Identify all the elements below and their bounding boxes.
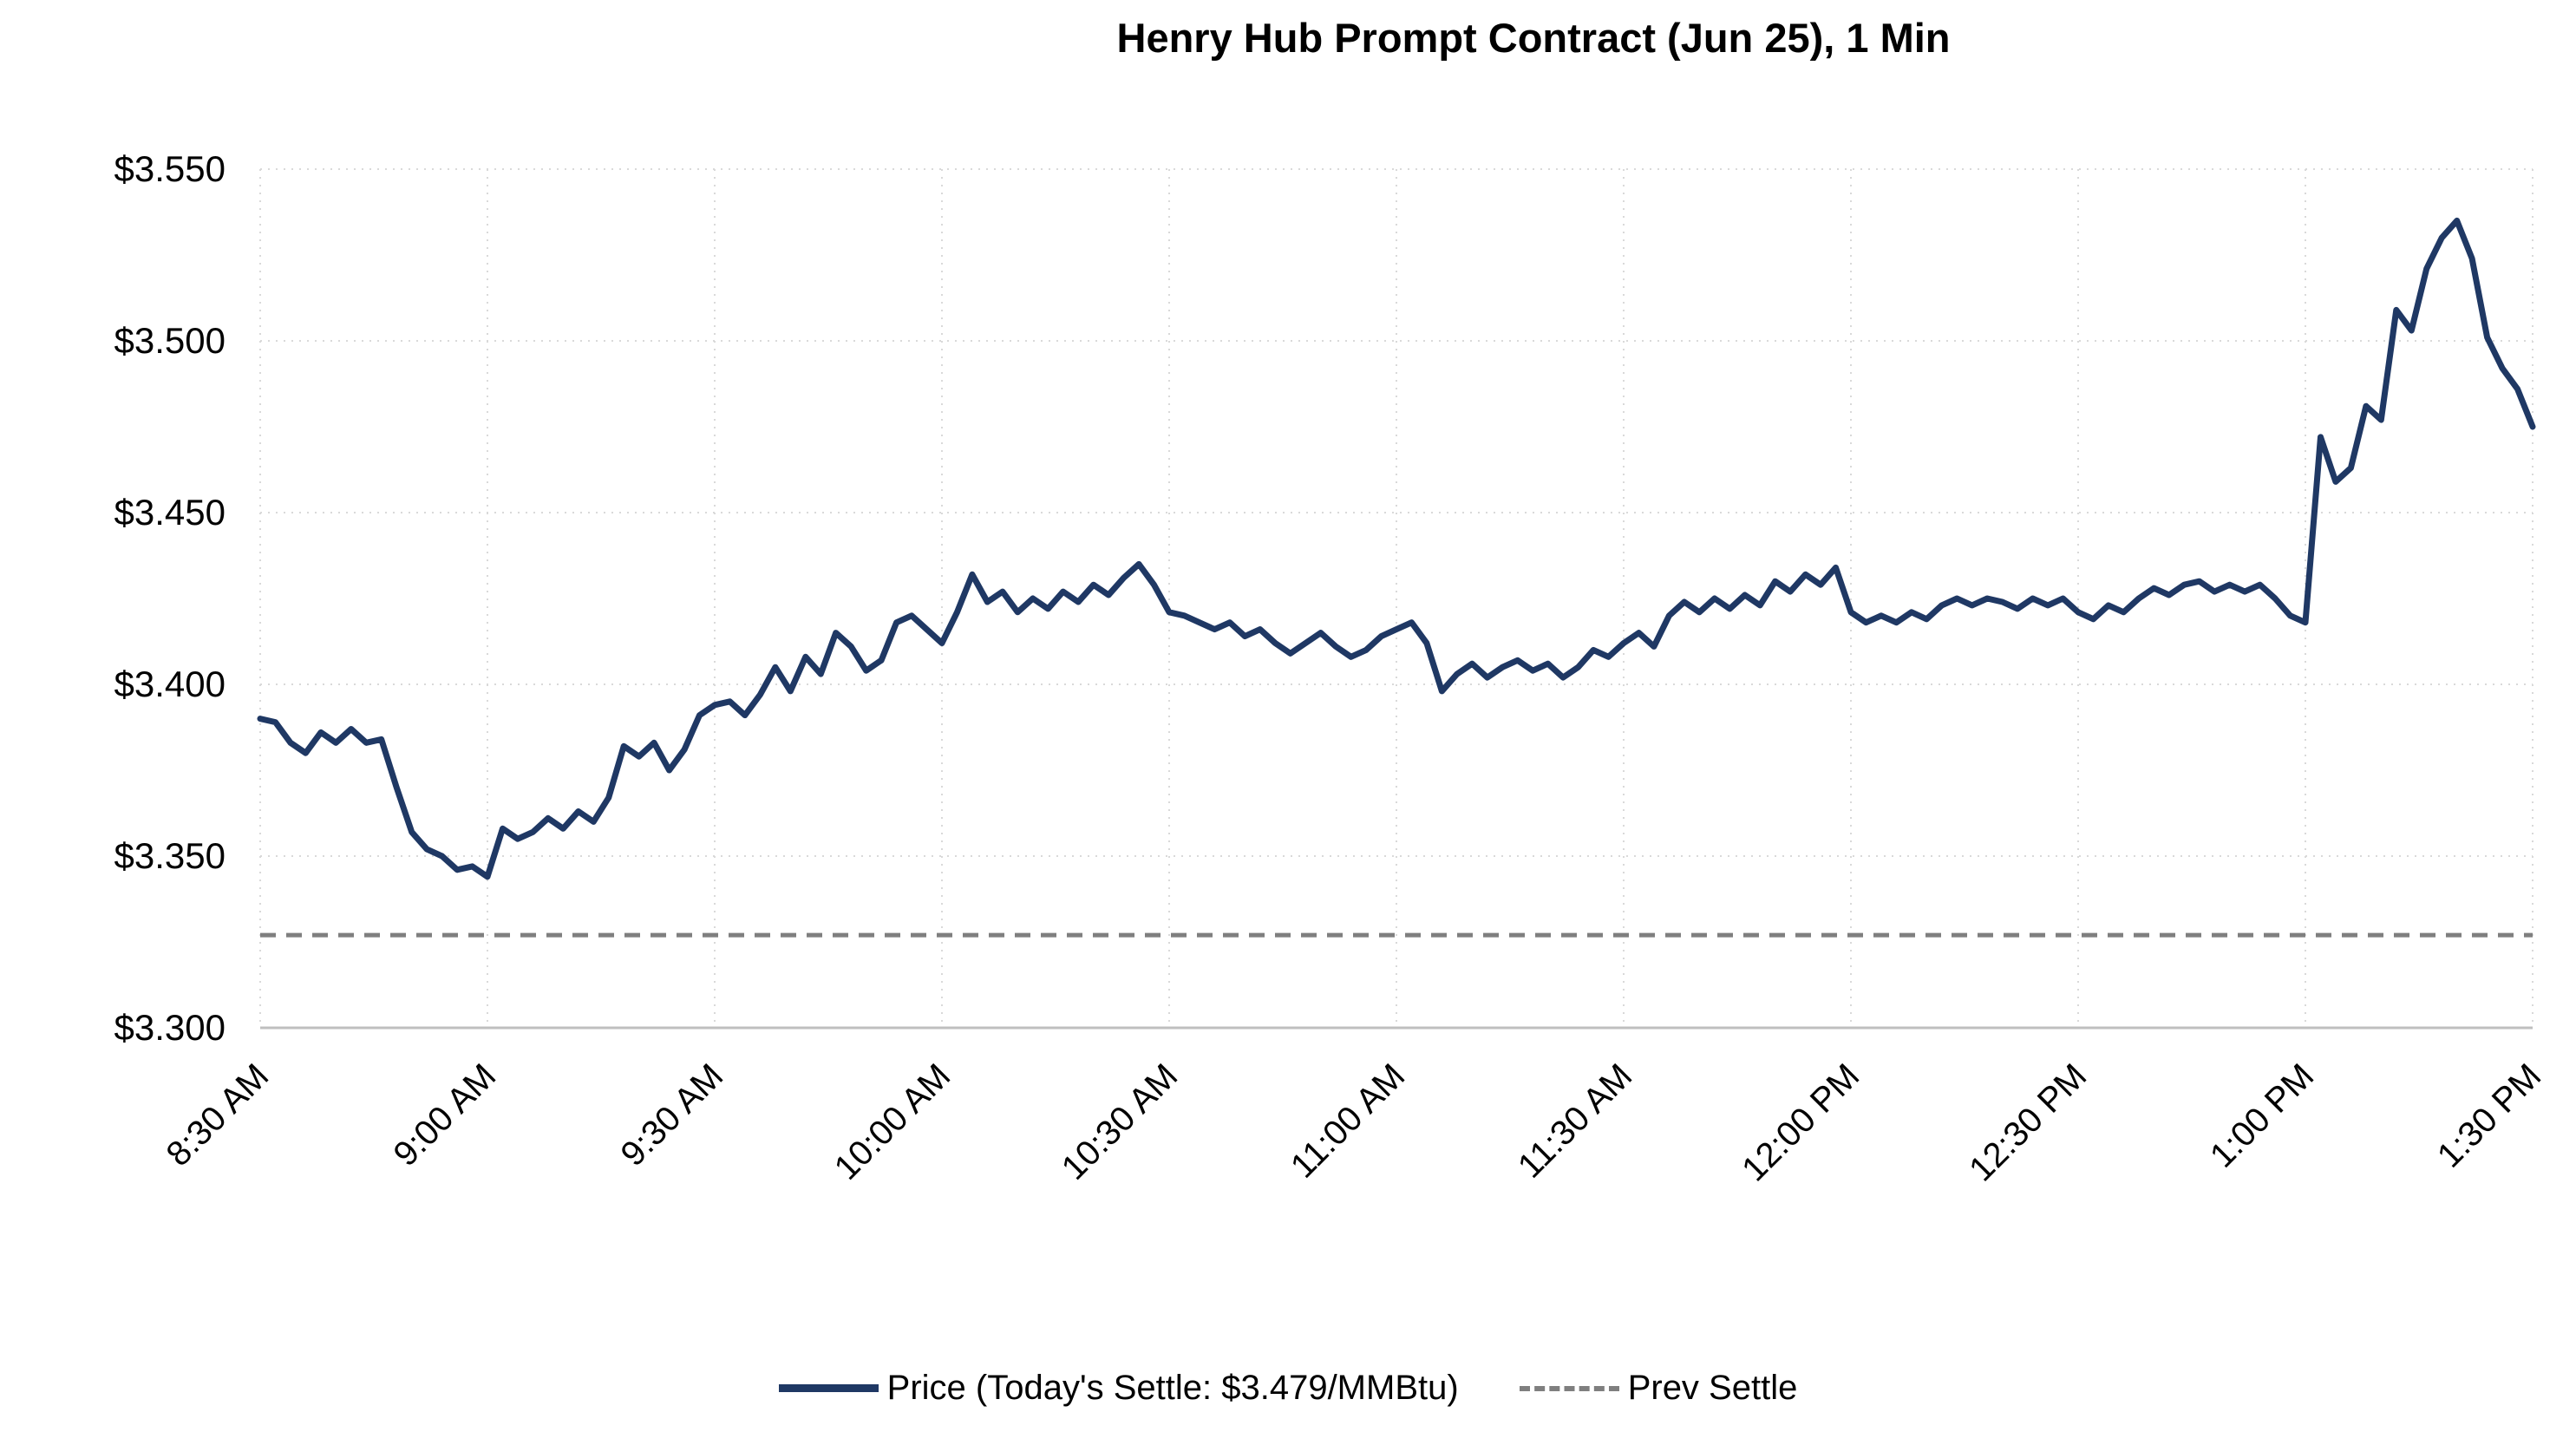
chart-legend: Price (Today's Settle: $3.479/MMBtu) Pre… bbox=[0, 1369, 2576, 1408]
x-axis-tick-label: 8:30 AM bbox=[159, 1056, 276, 1174]
price-line bbox=[257, 217, 2536, 880]
chart-title: Henry Hub Prompt Contract (Jun 25), 1 Mi… bbox=[1116, 15, 1951, 61]
x-axis-tick-label: 10:30 AM bbox=[1055, 1056, 1186, 1187]
legend-price-label: Price (Today's Settle: $3.479/MMBtu) bbox=[886, 1369, 1459, 1407]
x-axis-tick-label: 12:00 PM bbox=[1735, 1056, 1867, 1188]
x-axis-tick-label: 11:30 AM bbox=[1511, 1056, 1640, 1186]
y-axis-tick-label: $3.350 bbox=[114, 835, 226, 876]
x-axis-tick-label: 11:00 AM bbox=[1284, 1056, 1413, 1186]
prev-settle-line-sample-icon bbox=[1519, 1385, 1619, 1391]
x-axis-tick-label: 9:30 AM bbox=[613, 1056, 730, 1174]
y-axis-tick-label: $3.400 bbox=[114, 664, 226, 704]
price-line-sample-icon bbox=[778, 1384, 879, 1392]
x-axis-tick-label: 1:30 PM bbox=[2430, 1056, 2548, 1174]
x-axis-tick-label: 9:00 AM bbox=[386, 1056, 503, 1174]
legend-item-prev-settle: Prev Settle bbox=[1519, 1369, 1798, 1408]
x-axis-tick-label: 10:00 AM bbox=[827, 1056, 958, 1187]
y-axis-tick-label: $3.500 bbox=[114, 320, 226, 361]
legend-item-price: Price (Today's Settle: $3.479/MMBtu) bbox=[778, 1369, 1459, 1408]
y-axis-tick-label: $3.550 bbox=[114, 148, 226, 189]
price-line-chart: $3.300 $3.350 $3.400 $3.450 $3.500 $3.550 8:30… bbox=[114, 148, 2549, 1188]
x-axis-tick-label: 12:30 PM bbox=[1962, 1056, 2094, 1188]
y-axis-tick-label: $3.450 bbox=[114, 492, 226, 533]
y-axis-tick-label: $3.300 bbox=[114, 1007, 226, 1048]
legend-prev-settle-label: Prev Settle bbox=[1627, 1369, 1798, 1407]
x-axis-tick-label: 1:00 PM bbox=[2203, 1056, 2321, 1174]
